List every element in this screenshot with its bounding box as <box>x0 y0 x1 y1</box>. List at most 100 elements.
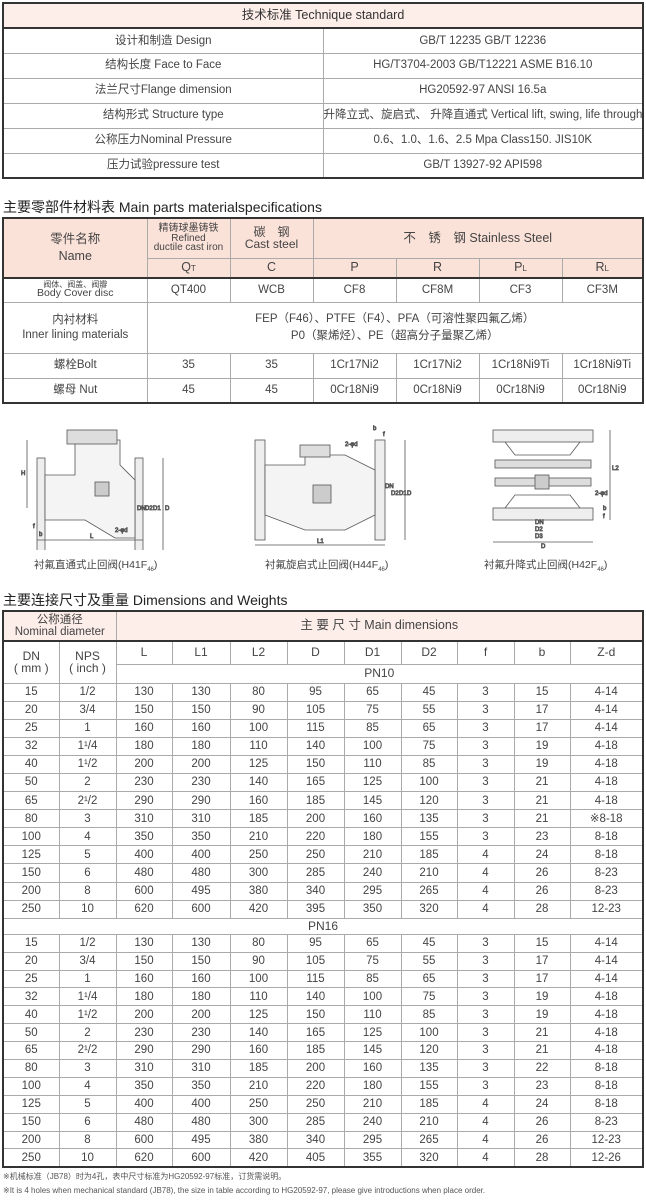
dimension-cell: 265 <box>400 881 458 901</box>
dimension-cell: 65 <box>343 682 402 702</box>
dimension-cell: 4 <box>456 881 515 901</box>
dimension-cell: 290 <box>171 791 231 811</box>
dimension-cell: 140 <box>286 736 345 756</box>
standard-value: HG20592-97 ANSI 16.5a <box>322 77 644 104</box>
dimension-cell: 85 <box>400 1005 458 1025</box>
dimension-row: 50 2 230 230 140 165 125 100 3 21 4-18 <box>2 1023 644 1043</box>
dimension-row: 80 3 310 310 185 200 160 135 3 21 ※8-18 <box>2 809 644 829</box>
dim-label: f <box>603 514 605 520</box>
dimension-cell: 495 <box>171 1130 231 1150</box>
dimension-cell: 160 <box>343 1058 402 1078</box>
dimension-cell: 8 <box>58 1130 117 1150</box>
dimension-cell: 1¹/2 <box>58 754 117 774</box>
dimension-cell: 125 <box>2 1094 60 1114</box>
dimension-cell: 4 <box>58 1076 117 1096</box>
dimension-row: 250 10 620 600 420 395 350 320 4 28 12-23 <box>2 899 644 919</box>
dimension-cell: 600 <box>115 881 173 901</box>
dimension-cell: 12-26 <box>569 1148 644 1168</box>
dimension-cell: 230 <box>171 772 231 793</box>
body-material: CF8M <box>395 277 480 303</box>
dimension-cell: 75 <box>400 987 458 1007</box>
dimension-cell: 355 <box>343 1148 402 1168</box>
dimension-cell: 4-18 <box>569 1023 644 1043</box>
dimension-cell: 90 <box>229 700 288 720</box>
body-label-cn: 阀体、阀盖、阀瓣 <box>43 280 108 290</box>
dim-label: 2-φd <box>115 528 128 534</box>
material-code-qt: QT <box>146 257 231 279</box>
column-header-d2: D2 <box>400 640 458 665</box>
nominal-diameter-header: 公称通径 Nominal diameter <box>2 610 117 642</box>
standard-row: 法兰尺寸Flange dimension HG20592-97 ANSI 16.5… <box>2 77 644 104</box>
dimension-cell: 320 <box>400 1148 458 1168</box>
dimension-cell: 8-18 <box>569 845 644 865</box>
disc <box>312 484 332 504</box>
dimension-cell: 250 <box>286 845 345 865</box>
dimension-cell: 290 <box>115 1041 173 1060</box>
body-material: CF8 <box>312 277 397 303</box>
dimension-cell: 250 <box>286 1094 345 1114</box>
dimension-cell: 265 <box>400 1130 458 1150</box>
body-material: QT400 <box>146 277 231 303</box>
standard-label: 法兰尺寸Flange dimension <box>2 77 324 104</box>
nut-label: 螺母 Nut <box>2 377 148 404</box>
dimension-cell: 12-23 <box>569 899 644 919</box>
dimension-cell: 3 <box>456 827 515 847</box>
dimension-cell: 100 <box>343 736 402 756</box>
dimension-cell: 400 <box>171 1094 231 1114</box>
h44f-caption: 衬氟旋启式止回阀(H44F46) <box>265 559 389 574</box>
h42f-caption: 衬氟升降式止回阀(H42F46) <box>484 559 608 574</box>
dimension-cell: 4-18 <box>569 987 644 1007</box>
dimension-cell: 15 <box>513 933 571 953</box>
dimension-cell: 395 <box>286 899 345 919</box>
pressure-group-label: PN16 <box>2 917 644 935</box>
dimension-cell: 3 <box>456 987 515 1007</box>
dimension-cell: 17 <box>513 700 571 720</box>
dimension-cell: 15 <box>2 933 60 953</box>
dimension-row: 65 2¹/2 290 290 160 185 145 120 3 21 4-18 <box>2 791 644 811</box>
nps-header-unit: ( inch ) <box>69 661 106 676</box>
dimension-cell: 90 <box>229 951 288 971</box>
dim-label: L <box>90 534 94 540</box>
dimension-cell: 4 <box>456 1130 515 1150</box>
dimension-row: 125 5 400 400 250 250 210 185 4 24 8-18 <box>2 1094 644 1114</box>
dim-label: D1 <box>153 506 161 512</box>
dim-label: D <box>165 506 170 512</box>
dimension-cell: 125 <box>229 754 288 774</box>
standard-label: 结构形式 Structure type <box>2 102 324 129</box>
dimension-cell: 480 <box>171 863 231 883</box>
dimension-cell: 55 <box>400 700 458 720</box>
dimension-cell: 65 <box>400 718 458 738</box>
dimension-cell: 620 <box>115 1148 173 1168</box>
dimension-cell: 10 <box>58 1148 117 1168</box>
dim-label: f <box>33 524 35 530</box>
cast-steel-header: 碳 钢 Cast steel <box>229 217 314 259</box>
dimension-cell: 400 <box>171 845 231 865</box>
lining-materials: FEP（F46）、PTFE（F4）、PFA（可溶性聚四氟乙烯） P0（聚烯烃）、P… <box>146 301 644 354</box>
cover <box>299 444 331 458</box>
dimension-cell: 340 <box>286 1130 345 1150</box>
dimension-cell: 350 <box>171 1076 231 1096</box>
dim-label: 2-φd <box>595 491 608 497</box>
outlet-flange <box>134 457 144 550</box>
dimension-cell: 135 <box>400 1058 458 1078</box>
dimension-cell: 320 <box>400 899 458 919</box>
cover <box>494 459 592 469</box>
dimension-cell: 210 <box>229 1076 288 1096</box>
dimension-cell: 17 <box>513 951 571 971</box>
dimension-cell: 100 <box>229 969 288 989</box>
dim-label: D3 <box>535 534 543 540</box>
dimension-cell: 19 <box>513 1005 571 1025</box>
dimension-cell: 160 <box>343 809 402 829</box>
dimension-cell: 6 <box>58 1112 117 1132</box>
dimension-cell: 80 <box>229 933 288 953</box>
body-label: 阀体、阀盖、阀瓣 Body Cover disc <box>2 277 148 303</box>
dimension-cell: 155 <box>400 827 458 847</box>
dimension-cell: 2¹/2 <box>58 791 117 811</box>
dimension-cell: 25 <box>2 718 60 738</box>
dimension-cell: 2 <box>58 1023 117 1043</box>
column-header-b: b <box>513 640 571 665</box>
lining-line-1: FEP（F46）、PTFE（F4）、PFA（可溶性聚四氟乙烯） <box>255 313 535 326</box>
dimension-cell: 140 <box>229 1023 288 1043</box>
dimension-cell: 19 <box>513 987 571 1007</box>
dim-label: b <box>373 426 377 432</box>
